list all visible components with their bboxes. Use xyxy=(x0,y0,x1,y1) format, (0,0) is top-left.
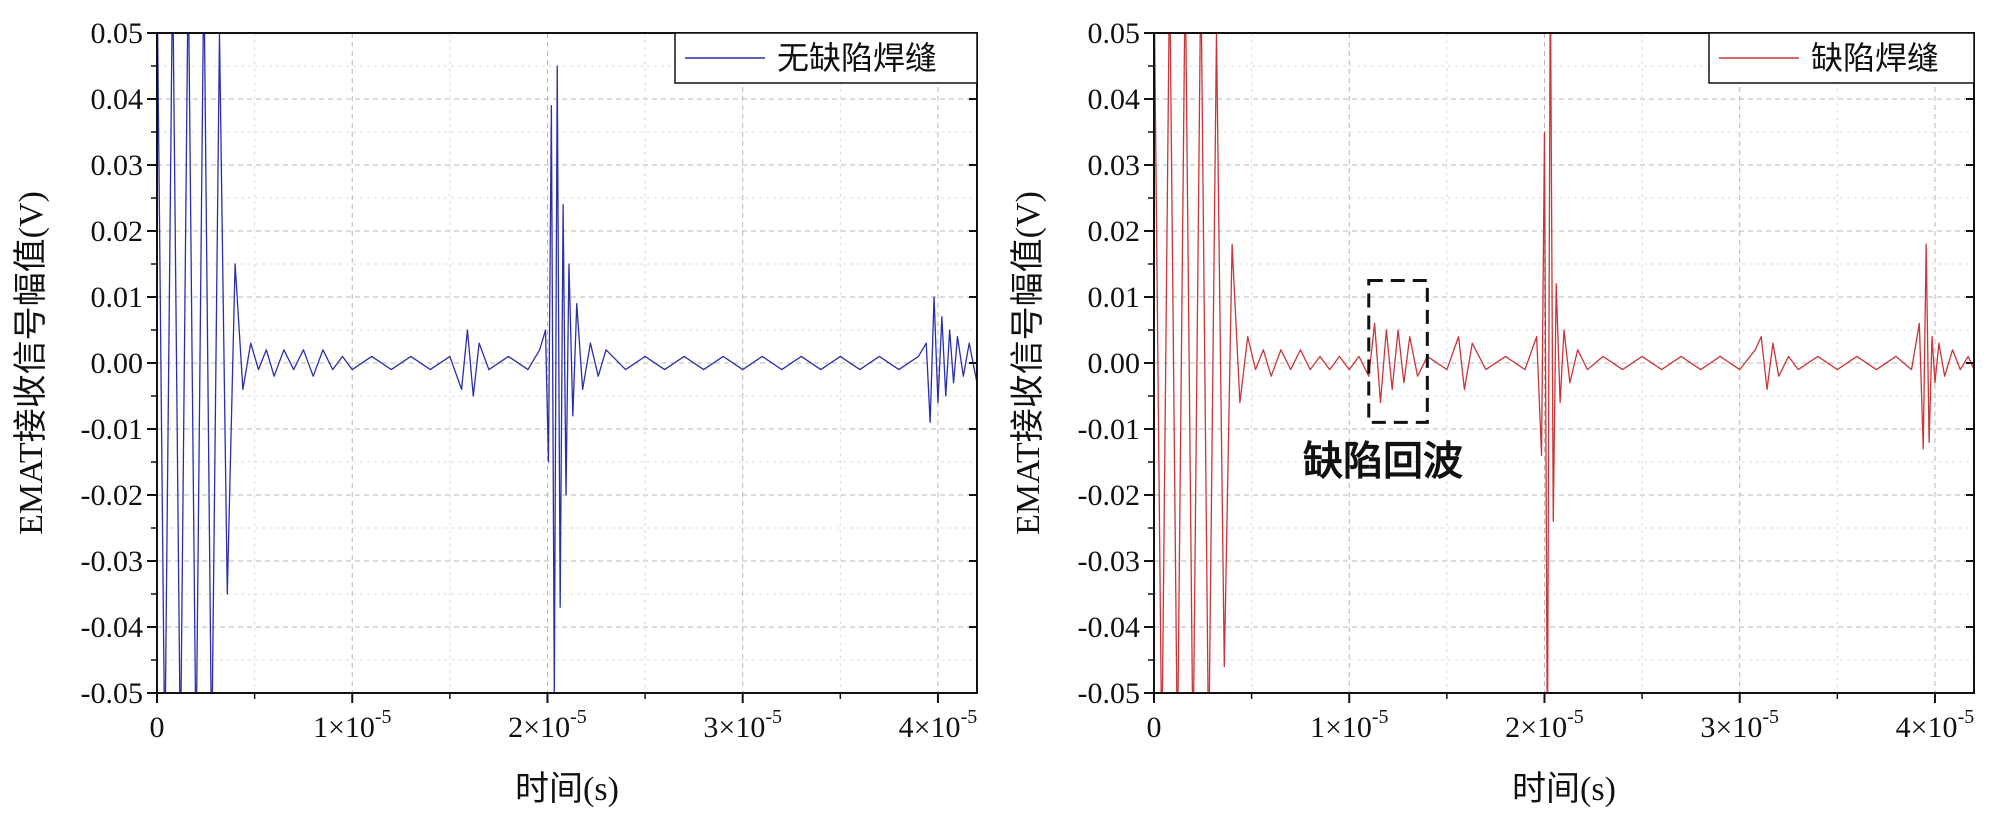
x-tick-label: 4×10-5 xyxy=(1896,706,1975,744)
y-tick-label: -0.05 xyxy=(1078,677,1141,710)
y-tick-label: 0.05 xyxy=(91,17,144,50)
x-tick-mantissa: 0 xyxy=(1147,711,1162,744)
chart-no-defect-weld: 0.05 0.04 0.03 0.02 0.01 0.00 -0.01 -0.02 -0.03 -… xyxy=(12,17,978,808)
y-tick-label: 0.04 xyxy=(1088,83,1141,116)
x-axis-title: 时间(s) xyxy=(1512,771,1616,808)
y-tick-label: -0.04 xyxy=(81,611,144,644)
legend-label: 无缺陷焊缝 xyxy=(777,40,937,76)
x-tick-label: 3×10-5 xyxy=(703,706,782,744)
legend-label: 缺陷焊缝 xyxy=(1811,40,1939,76)
x-tick-label: 0 xyxy=(1147,711,1162,744)
x-tick-mantissa: 0 xyxy=(150,711,165,744)
x-tick-label: 2×10-5 xyxy=(508,706,587,744)
x-tick-label: 3×10-5 xyxy=(1700,706,1779,744)
x-tick-label: 2×10-5 xyxy=(1505,706,1584,744)
x-tick-mantissa: 2×10 xyxy=(1505,711,1567,744)
y-tick-label: 0.03 xyxy=(91,149,144,182)
x-tick-label: 4×10-5 xyxy=(899,706,978,744)
x-tick-mantissa: 1×10 xyxy=(1310,711,1372,744)
x-tick-exponent: -5 xyxy=(1958,706,1975,728)
y-tick-label: 0.00 xyxy=(1088,347,1141,380)
annotation-box xyxy=(1367,279,1429,424)
x-tick-exponent: -5 xyxy=(1567,706,1584,728)
chart-defect-weld: 缺陷回波 0.05 0.04 0.03 0.02 0.01 0.00 -0.01 -0.02 -0… xyxy=(1009,17,1975,808)
series-line-0 xyxy=(1154,33,1974,693)
y-tick-label: -0.04 xyxy=(1078,611,1141,644)
y-tick-label: -0.02 xyxy=(1078,479,1141,512)
y-tick-label: -0.03 xyxy=(1078,545,1141,578)
x-tick-label: 0 xyxy=(150,711,165,744)
y-tick-label: 0.01 xyxy=(1088,281,1141,314)
x-tick-exponent: -5 xyxy=(961,706,978,728)
series-line-0 xyxy=(157,33,977,693)
y-tick-label: 0.00 xyxy=(91,347,144,380)
x-tick-mantissa: 1×10 xyxy=(313,711,375,744)
y-axis-title: EMAT接收信号幅值(V) xyxy=(1009,191,1047,535)
x-tick-label: 1×10-5 xyxy=(313,706,392,744)
x-tick-mantissa: 3×10 xyxy=(1700,711,1762,744)
y-tick-label: -0.02 xyxy=(81,479,144,512)
y-tick-label: -0.03 xyxy=(81,545,144,578)
x-tick-exponent: -5 xyxy=(1762,706,1779,728)
x-tick-exponent: -5 xyxy=(375,706,392,728)
x-tick-label: 1×10-5 xyxy=(1310,706,1389,744)
x-tick-mantissa: 4×10 xyxy=(1896,711,1958,744)
y-tick-label: -0.01 xyxy=(1078,413,1141,446)
y-tick-label: 0.05 xyxy=(1088,17,1141,50)
annotation-label: 缺陷回波 xyxy=(1303,438,1463,483)
x-tick-mantissa: 2×10 xyxy=(508,711,570,744)
x-tick-mantissa: 3×10 xyxy=(703,711,765,744)
y-tick-label: 0.01 xyxy=(91,281,144,314)
x-tick-exponent: -5 xyxy=(765,706,782,728)
x-tick-exponent: -5 xyxy=(570,706,587,728)
y-tick-label: -0.01 xyxy=(81,413,144,446)
y-axis-title: EMAT接收信号幅值(V) xyxy=(12,191,50,535)
x-tick-exponent: -5 xyxy=(1372,706,1389,728)
x-axis-title: 时间(s) xyxy=(515,771,619,808)
y-tick-label: 0.02 xyxy=(1088,215,1141,248)
y-tick-label: -0.05 xyxy=(81,677,144,710)
y-tick-label: 0.04 xyxy=(91,83,144,116)
x-tick-mantissa: 4×10 xyxy=(899,711,961,744)
y-tick-label: 0.02 xyxy=(91,215,144,248)
y-tick-label: 0.03 xyxy=(1088,149,1141,182)
